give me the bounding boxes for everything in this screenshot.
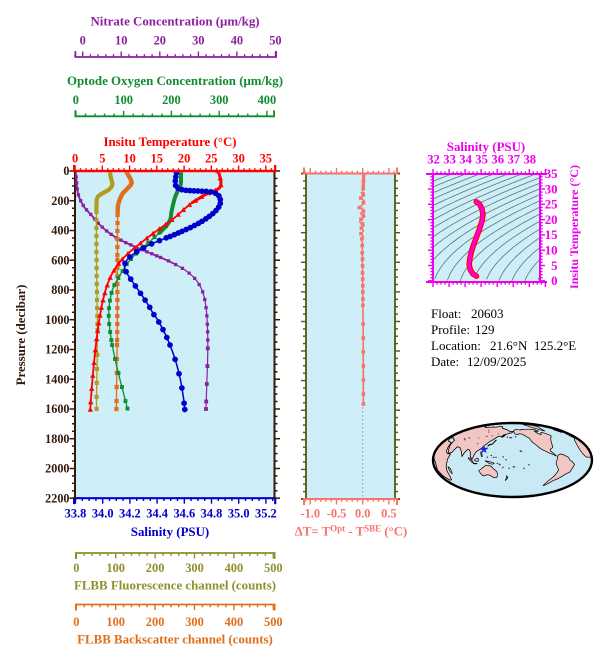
svg-text:0: 0 [73, 615, 79, 629]
svg-text:1400: 1400 [45, 372, 69, 386]
svg-text:20: 20 [178, 152, 190, 166]
svg-text:Optode Oxygen Concentration (μ: Optode Oxygen Concentration (μm/kg) [67, 74, 283, 88]
svg-text:300: 300 [185, 561, 204, 575]
svg-text:34.6: 34.6 [173, 507, 195, 521]
svg-text:5: 5 [551, 259, 557, 273]
svg-text:Date:: Date: [431, 354, 459, 369]
svg-text:-1.0: -1.0 [300, 507, 320, 521]
svg-text:ΔT= TOpt - TSBE (°C): ΔT= TOpt - TSBE (°C) [295, 524, 407, 539]
svg-text:129: 129 [475, 322, 495, 337]
svg-text:35.0: 35.0 [228, 507, 250, 521]
svg-text:5: 5 [99, 152, 105, 166]
svg-text:500: 500 [264, 615, 283, 629]
svg-text:21.6°N 125.2°E: 21.6°N 125.2°E [490, 338, 576, 353]
svg-text:400: 400 [225, 615, 244, 629]
svg-text:0: 0 [73, 561, 79, 575]
svg-text:-0.5: -0.5 [327, 507, 347, 521]
svg-text:15: 15 [151, 152, 163, 166]
svg-text:10: 10 [545, 244, 558, 258]
svg-text:1600: 1600 [45, 402, 69, 416]
svg-text:35.2: 35.2 [255, 507, 277, 521]
svg-text:1800: 1800 [45, 432, 69, 446]
svg-text:Profile:: Profile: [431, 322, 470, 337]
svg-text:Salinity (PSU): Salinity (PSU) [447, 140, 525, 154]
svg-text:50: 50 [269, 34, 281, 48]
svg-text:20603: 20603 [471, 306, 504, 321]
svg-text:20: 20 [154, 34, 166, 48]
svg-text:0: 0 [63, 164, 69, 178]
svg-text:100: 100 [114, 93, 133, 107]
svg-text:34.0: 34.0 [92, 507, 114, 521]
svg-text:FLBB Backscatter channel (coun: FLBB Backscatter channel (counts) [77, 633, 273, 647]
svg-text:0.0: 0.0 [355, 507, 371, 521]
svg-text:100: 100 [106, 615, 125, 629]
svg-text:600: 600 [51, 253, 69, 267]
svg-text:34.4: 34.4 [146, 507, 168, 521]
svg-text:32: 32 [427, 153, 440, 167]
svg-text:200: 200 [146, 561, 165, 575]
svg-text:35: 35 [260, 152, 272, 166]
svg-text:37: 37 [508, 153, 521, 167]
svg-text:35: 35 [545, 167, 558, 181]
svg-text:400: 400 [51, 224, 69, 238]
svg-text:25: 25 [545, 198, 558, 212]
svg-text:30: 30 [232, 152, 244, 166]
svg-text:1200: 1200 [45, 343, 69, 357]
svg-text:10: 10 [115, 34, 127, 48]
svg-text:100: 100 [106, 561, 125, 575]
svg-text:0: 0 [80, 34, 86, 48]
svg-text:FLBB Fluorescence channel (cou: FLBB Fluorescence channel (counts) [74, 579, 276, 593]
svg-text:33.8: 33.8 [65, 507, 87, 521]
svg-text:10: 10 [123, 152, 135, 166]
svg-text:15: 15 [545, 228, 558, 242]
svg-text:2200: 2200 [45, 491, 69, 505]
svg-text:38: 38 [524, 153, 537, 167]
svg-text:300: 300 [185, 615, 204, 629]
svg-text:200: 200 [162, 93, 181, 107]
svg-text:200: 200 [51, 194, 69, 208]
svg-text:33: 33 [443, 153, 456, 167]
svg-text:Float:: Float: [431, 306, 461, 321]
svg-text:Pressure (decibar): Pressure (decibar) [14, 285, 28, 386]
svg-text:12/09/2025: 12/09/2025 [467, 354, 526, 369]
svg-text:20: 20 [545, 213, 558, 227]
svg-text:34: 34 [459, 153, 472, 167]
svg-text:200: 200 [146, 615, 165, 629]
svg-text:0: 0 [551, 274, 557, 288]
svg-text:1000: 1000 [45, 313, 69, 327]
svg-text:34.8: 34.8 [201, 507, 223, 521]
svg-text:34.2: 34.2 [119, 507, 141, 521]
svg-text:35: 35 [475, 153, 488, 167]
svg-text:36: 36 [491, 153, 504, 167]
svg-text:Insitu Temperature (°C): Insitu Temperature (°C) [567, 165, 581, 289]
svg-text:400: 400 [225, 561, 244, 575]
svg-text:500: 500 [264, 561, 283, 575]
svg-text:30: 30 [192, 34, 204, 48]
svg-text:Insitu Temperature (°C): Insitu Temperature (°C) [103, 135, 236, 149]
svg-text:Location:: Location: [431, 338, 481, 353]
svg-text:0: 0 [73, 93, 79, 107]
svg-text:800: 800 [51, 283, 69, 297]
svg-text:300: 300 [210, 93, 229, 107]
svg-text:2000: 2000 [45, 462, 69, 476]
svg-text:0: 0 [72, 152, 78, 166]
svg-text:25: 25 [205, 152, 217, 166]
svg-text:400: 400 [258, 93, 277, 107]
svg-text:0.5: 0.5 [381, 507, 397, 521]
svg-text:Nitrate Concentration (μm/kg): Nitrate Concentration (μm/kg) [90, 15, 259, 29]
svg-text:Salinity (PSU): Salinity (PSU) [131, 525, 209, 539]
svg-text:40: 40 [231, 34, 243, 48]
svg-text:30: 30 [545, 182, 558, 196]
